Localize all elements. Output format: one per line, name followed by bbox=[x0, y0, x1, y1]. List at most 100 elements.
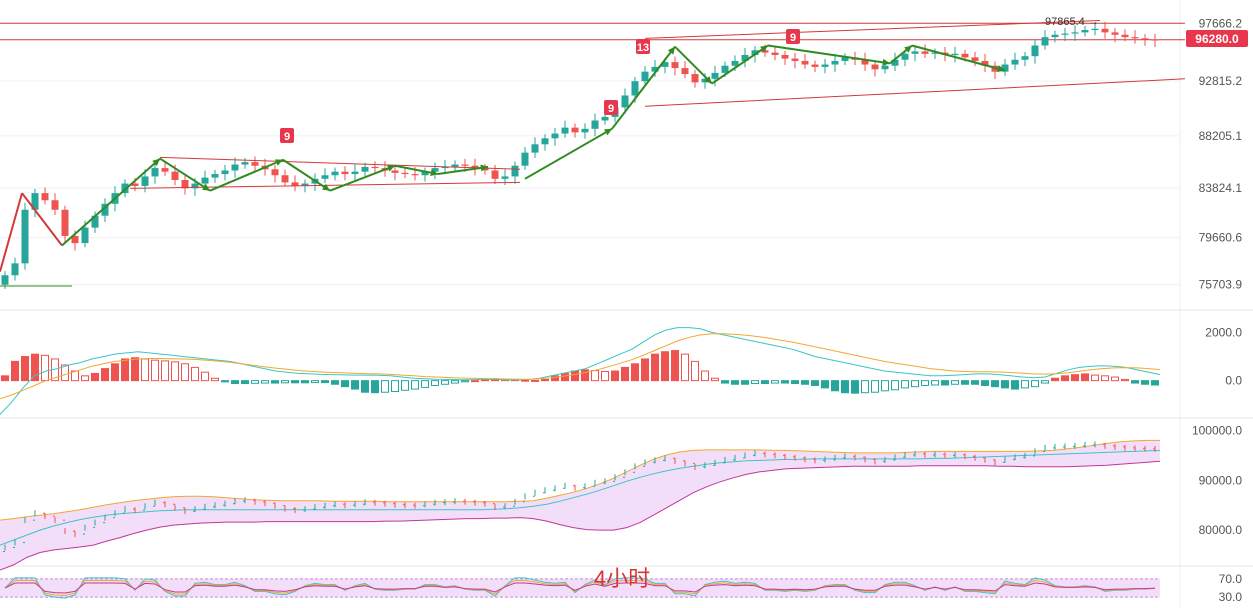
wave-arrowhead bbox=[430, 169, 438, 177]
wave-arrow-line bbox=[674, 45, 713, 85]
wave-arrow-line bbox=[329, 164, 396, 192]
candle-body bbox=[861, 59, 869, 65]
candle-body bbox=[141, 176, 149, 186]
wave-arrow-line bbox=[209, 158, 284, 192]
candle-body bbox=[441, 166, 449, 169]
candle-body bbox=[61, 209, 69, 236]
macd-histogram-bar bbox=[831, 380, 839, 392]
macd-histogram-bar bbox=[161, 360, 169, 382]
macd-histogram-bar bbox=[841, 380, 849, 394]
candle-body bbox=[521, 152, 529, 166]
td-label-bg bbox=[786, 29, 800, 44]
macd-histogram-bar bbox=[1091, 374, 1099, 382]
macd-histogram-bar bbox=[631, 363, 639, 382]
peak-annotation: 97865.4 → bbox=[1045, 16, 1099, 28]
macd-histogram-bar bbox=[301, 380, 309, 384]
macd-histogram-bar bbox=[431, 380, 439, 386]
candle-body bbox=[361, 166, 369, 172]
candle-body bbox=[961, 53, 969, 58]
macd-histogram-bar bbox=[241, 380, 249, 385]
candle-body bbox=[81, 227, 89, 244]
macd-histogram-bar bbox=[591, 370, 599, 382]
macd-histogram-bar bbox=[871, 380, 879, 393]
macd-histogram-bar bbox=[971, 380, 979, 385]
td-label-bg bbox=[604, 100, 618, 115]
macd-histogram-bar bbox=[711, 377, 719, 382]
candle-body bbox=[1131, 37, 1139, 39]
candle-body bbox=[1071, 32, 1079, 34]
candle-body bbox=[751, 50, 759, 55]
macd-histogram-bar bbox=[981, 380, 989, 386]
candle-body bbox=[91, 215, 99, 228]
wave-arrowhead bbox=[882, 58, 890, 66]
price-panel: 9 9 13 9 bbox=[0, 19, 1186, 289]
candle-body bbox=[711, 72, 719, 79]
macd-histogram-bar bbox=[891, 380, 899, 391]
wave-arrow-line bbox=[611, 46, 676, 130]
macd-histogram-bar bbox=[451, 380, 459, 384]
candle-body bbox=[951, 53, 959, 55]
macd-histogram-bar bbox=[541, 378, 549, 382]
wave-arrowhead bbox=[387, 165, 395, 172]
macd-histogram-bar bbox=[111, 363, 119, 382]
macd-histogram-bar bbox=[91, 372, 99, 382]
candle-body bbox=[341, 171, 349, 175]
wave-arrow-line bbox=[282, 158, 331, 192]
wave-arrow-line bbox=[394, 164, 439, 176]
macd-histogram-bar bbox=[321, 380, 329, 384]
candle-body bbox=[241, 162, 249, 165]
candle-body bbox=[391, 170, 399, 173]
candle-body bbox=[1141, 38, 1149, 40]
boll-upper-line bbox=[0, 439, 1160, 521]
candle-body bbox=[481, 168, 489, 171]
candle-body bbox=[21, 209, 29, 264]
candle-body bbox=[1001, 64, 1009, 72]
macd-histogram-bar bbox=[881, 380, 889, 392]
macd-histogram-bar bbox=[521, 379, 529, 382]
candle-body bbox=[721, 65, 729, 73]
macd-histogram-bar bbox=[471, 380, 479, 383]
wave-arrowhead bbox=[997, 65, 1005, 72]
macd-histogram-bar bbox=[191, 366, 199, 382]
candle-body bbox=[761, 50, 769, 53]
macd-histogram-bar bbox=[371, 380, 379, 394]
candle-body bbox=[1011, 59, 1019, 65]
macd-histogram-bar bbox=[651, 353, 659, 382]
candle-body bbox=[271, 169, 279, 176]
candle-body bbox=[131, 183, 139, 186]
timeframe-watermark: 4小时 bbox=[594, 566, 650, 591]
candle-body bbox=[161, 168, 169, 172]
macd-histogram-bar bbox=[801, 380, 809, 385]
macd-histogram-bar bbox=[31, 353, 39, 382]
candle-body bbox=[871, 64, 879, 70]
candle-body bbox=[431, 168, 439, 172]
macd-histogram-bar bbox=[791, 380, 799, 385]
macd-histogram-bar bbox=[311, 380, 319, 384]
macd-histogram-bar bbox=[671, 350, 679, 382]
candle-body bbox=[291, 182, 299, 186]
macd-histogram-bar bbox=[761, 380, 769, 385]
candle-body bbox=[801, 60, 809, 65]
candle-body bbox=[981, 60, 989, 66]
macd-histogram-bar bbox=[391, 380, 399, 392]
wave-arrowhead bbox=[667, 46, 675, 55]
candle-body bbox=[601, 116, 609, 121]
macd-histogram-bar bbox=[401, 380, 409, 391]
macd-histogram-bar bbox=[921, 380, 929, 386]
wave-arrowhead bbox=[322, 183, 330, 191]
td-label-bg bbox=[636, 39, 650, 54]
candle-body bbox=[101, 203, 109, 216]
td-sequential-label: 9 bbox=[790, 32, 796, 44]
macd-histogram-bar bbox=[611, 370, 619, 382]
wave-arrowhead bbox=[704, 76, 712, 84]
candle-body bbox=[681, 68, 689, 75]
macd-histogram-bar bbox=[911, 380, 919, 388]
candle-body bbox=[591, 120, 599, 129]
macd-histogram-bar bbox=[991, 380, 999, 388]
wave-arrow-line bbox=[911, 44, 1006, 72]
macd-histogram-bar bbox=[571, 370, 579, 382]
macd-histogram-bar bbox=[1031, 380, 1039, 388]
candle-body bbox=[321, 175, 329, 179]
candle-body bbox=[281, 175, 289, 183]
